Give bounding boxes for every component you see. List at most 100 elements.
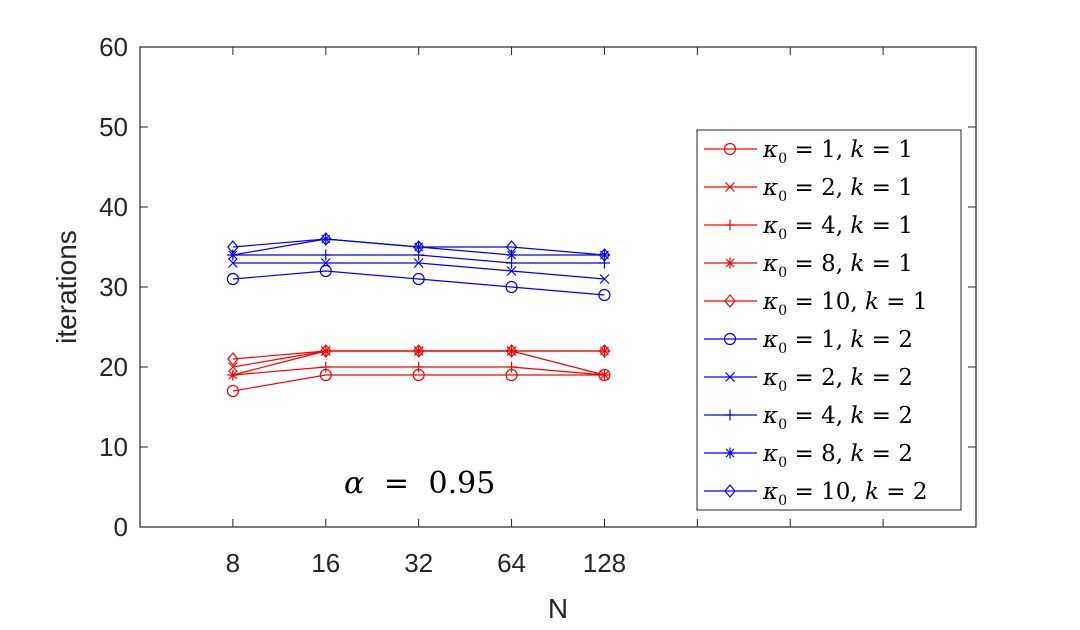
legend-k-value: 2 [898,327,913,353]
legend-kappa-value: 10 [821,479,850,505]
legend-marker [724,257,736,269]
legend-marker [723,332,737,346]
legend-label-part: , [836,251,851,277]
legend-item: κ0 = 8, k = 1 [704,251,913,281]
legend-label: κ0 = 10, k = 1 [762,289,927,319]
legend-label-part: κ [762,327,778,353]
series-line [232,374,605,392]
legend-label-part: , [836,137,851,163]
legend-label-part: = [864,403,898,429]
data-point [320,361,332,373]
data-point [412,272,425,286]
legend-item: κ0 = 4, k = 2 [704,403,913,433]
legend-label-part: κ [762,289,778,315]
legend-label-part: k [865,289,879,315]
legend-label-part: , [836,175,851,201]
legend-label-part: 0 [778,189,787,205]
legend-label-part: k [850,365,864,391]
legend-label-part: k [850,251,864,277]
alpha-symbol: α [344,466,364,501]
data-point [413,361,425,373]
legend-label-part: = [787,479,821,505]
legend-label-part: = [864,441,898,467]
x-tick-label: 32 [404,548,433,578]
legend-label-part: 0 [778,265,787,281]
legend-marker [724,294,736,308]
legend-label-part: κ [762,365,778,391]
series-6 [226,264,611,302]
legend-label-part: k [850,175,864,201]
alpha-annotation: α = 0.95 [344,466,495,501]
data-point [319,344,332,358]
data-point [227,249,239,261]
legend-kappa-value: 1 [821,137,836,163]
legend-label-part: k [850,137,864,163]
legend-label-part: = [787,403,821,429]
legend-label: κ0 = 2, k = 2 [762,365,913,395]
x-tick-label: 64 [497,548,526,578]
series-line [232,270,605,296]
data-point [505,280,518,294]
legend-label-part: = [787,289,821,315]
data-point [598,248,611,262]
legend-label-part: , [836,403,851,429]
legend-k-value: 1 [898,175,913,201]
data-point [320,258,331,268]
data-point [319,264,332,278]
y-tick-label: 50 [99,112,128,142]
legend-item: κ0 = 10, k = 1 [704,289,927,319]
legend-label-part: κ [762,403,778,429]
legend-kappa-value: 1 [821,327,836,353]
legend-label: κ0 = 1, k = 1 [762,137,913,167]
legend-label-part: = [864,327,898,353]
legend-label-part: , [836,213,851,239]
data-point [506,249,518,261]
legend-label-part: = [787,213,821,239]
legend-marker [724,409,736,421]
legend-kappa-value: 10 [821,289,850,315]
legend-k-value: 1 [898,213,913,239]
legend-kappa-value: 8 [821,251,836,277]
data-point [598,344,611,358]
legend-label-part: = [864,213,898,239]
legend-label-part: 0 [778,303,787,319]
legend-marker [724,447,736,459]
legend-label-part: , [850,289,865,315]
legend-kappa-value: 2 [821,365,836,391]
data-point [599,274,610,284]
data-point [227,369,239,381]
legend-k-value: 1 [913,289,928,315]
series-10 [227,232,611,262]
legend-label-part: = [787,137,821,163]
data-point [598,288,611,302]
x-tick-label: 128 [583,548,626,578]
series-7 [227,258,610,284]
data-point [227,362,238,372]
alpha-equals: = [384,466,409,501]
legend-label-part: , [836,441,851,467]
legend-label: κ0 = 4, k = 2 [762,403,913,433]
legend-item: κ0 = 2, k = 1 [704,175,913,205]
legend-label: κ0 = 4, k = 1 [762,213,913,243]
legend-k-value: 2 [898,403,913,429]
legend-marker [724,219,736,231]
legend-label-part: , [836,327,851,353]
legend-box [696,129,962,511]
series-5 [227,344,611,366]
series-group [226,232,611,398]
y-tick-label: 30 [99,272,128,302]
legend-label-part: = [879,479,913,505]
y-tick-label: 0 [114,512,128,542]
legend-label-part: 0 [778,227,787,243]
legend-item: κ0 = 1, k = 1 [704,137,913,167]
legend-label-part: = [787,441,821,467]
legend-label-part: 0 [778,455,787,471]
legend-label-part: = [787,365,821,391]
data-point [227,240,239,254]
data-point [412,344,425,358]
legend-label: κ0 = 8, k = 2 [762,441,913,471]
legend-label-part: = [864,137,898,163]
legend-label-part: = [864,251,898,277]
